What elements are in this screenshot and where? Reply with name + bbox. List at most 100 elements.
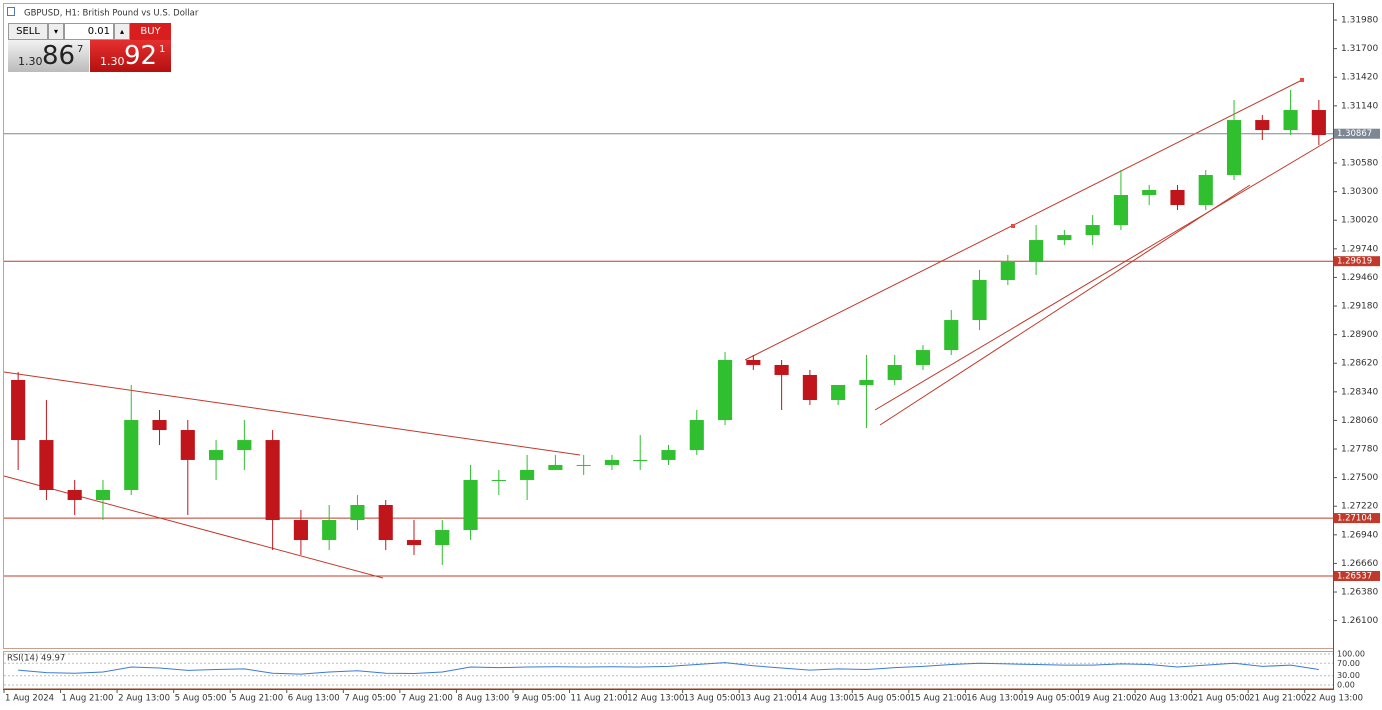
x-tick-label: 7 Aug 05:00 [344,694,396,704]
icon[interactable] [7,7,15,16]
y-tick-label: 1.27780 [1341,445,1378,455]
y-tick-label: 1.28620 [1341,359,1378,369]
price-level-label: 1.26537 [1337,571,1372,581]
y-tick-label: 1.28060 [1341,416,1378,426]
candle-body [1311,110,1326,136]
candle-body [1255,120,1270,131]
candle-body [1057,235,1072,241]
candle-body [1085,225,1100,236]
x-tick-label: 15 Aug 21:00 [910,694,967,704]
trendline [3,475,384,579]
bid-prefix: 1.30 [18,55,43,68]
candle-body [576,464,591,466]
x-tick-label: 21 Aug 21:00 [1249,694,1306,704]
ask-big: 92 [124,41,158,71]
candle-body [1283,110,1298,131]
candle-body [1029,240,1044,263]
candle-body [67,489,82,500]
y-tick-label: 1.26380 [1341,588,1378,598]
x-tick-label: 16 Aug 13:00 [966,694,1023,704]
candle-body [11,379,26,441]
bid-box[interactable]: 1.30 86 7 [8,40,89,72]
trendline [3,371,581,456]
candle-body [491,479,506,481]
rsi-tick-label: 70.00 [1337,659,1360,668]
buy-button[interactable]: BUY [130,23,171,40]
x-tick-label: 14 Aug 13:00 [797,694,854,704]
candle-body [717,359,733,421]
y-tick-label: 1.27500 [1341,473,1378,483]
y-tick-label: 1.29740 [1341,244,1378,254]
candle-body [435,530,450,546]
ask-box[interactable]: 1.30 92 1 [90,40,171,72]
x-tick-label: 5 Aug 21:00 [231,694,283,704]
candle-body [689,420,704,451]
x-tick-label: 8 Aug 13:00 [457,694,509,704]
candle-body [124,420,139,490]
x-tick-label: 20 Aug 13:00 [1136,694,1193,704]
y-tick-label: 1.28900 [1341,330,1378,340]
price-level-label: 1.29619 [1337,257,1372,267]
candle-body [350,505,365,521]
rsi-tick-label: 100.00 [1337,650,1365,659]
candle-body [831,384,846,401]
x-tick-label: 11 Aug 21:00 [571,694,628,704]
candle-body [152,420,167,431]
candle-body [39,440,54,490]
symbol-title: GBPUSD, H1: British Pound vs U.S. Dollar [24,9,199,19]
x-tick-label: 21 Aug 05:00 [1193,694,1250,704]
candle-body [802,374,817,401]
y-tick-label: 1.30020 [1341,216,1378,226]
candle-body [746,359,761,365]
y-tick-label: 1.30580 [1341,159,1378,169]
ask-small: 1 [159,44,166,55]
x-tick-label: 9 Aug 05:00 [514,694,566,704]
rsi-tick-label: 0.00 [1337,681,1355,690]
y-tick-label: 1.31700 [1341,44,1378,54]
x-tick-label: 1 Aug 2024 [5,694,54,704]
lot-up[interactable]: ▴ [114,23,130,40]
y-tick-label: 1.31980 [1341,16,1378,26]
price-level-tag [1334,256,1380,267]
trendline [879,184,1251,426]
lot-down[interactable]: ▾ [48,23,64,40]
trendline [744,79,1303,361]
lot-input[interactable]: 0.01 [64,23,114,40]
sell-button[interactable]: SELL [8,23,48,40]
bid-big: 86 [42,41,76,71]
y-tick-label: 1.28340 [1341,387,1378,397]
candle-body [1113,195,1128,226]
trendline [874,137,1334,411]
candle-body [604,459,620,465]
candle-body [1000,262,1015,280]
y-tick-label: 1.26660 [1341,559,1378,569]
candle-body [520,469,535,480]
x-tick-label: 12 Aug 13:00 [627,694,684,704]
y-tick-label: 1.29180 [1341,302,1378,312]
candle-body [406,540,422,546]
price-level-label: 1.27104 [1337,514,1372,524]
y-tick-label: 1.31420 [1341,73,1378,83]
candle-body [95,489,111,500]
rsi-label: RSI(14) 49.97 [7,654,65,664]
candle-body [378,505,393,541]
candle-body [293,520,308,541]
candle-body [633,459,648,461]
candle-body [915,350,931,365]
x-tick-label: 19 Aug 21:00 [1080,694,1137,704]
x-tick-label: 2 Aug 13:00 [118,694,170,704]
y-tick-label: 1.31140 [1341,101,1378,111]
anchor-point [1300,78,1304,82]
bid-small: 7 [77,44,84,55]
candle-body [887,364,902,380]
trendlines [3,79,1334,579]
rsi-line [18,662,1319,675]
x-tick-label: 13 Aug 21:00 [740,694,797,704]
candle-body [322,520,337,541]
x-tick-label: 19 Aug 05:00 [1023,694,1080,704]
candle-body [1142,189,1157,196]
plot-frame [3,3,1334,649]
